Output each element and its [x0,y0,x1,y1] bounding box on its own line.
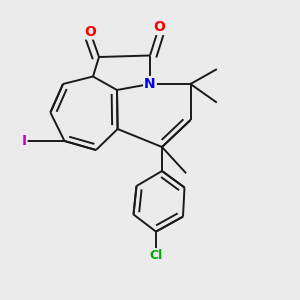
Text: O: O [84,25,96,38]
Text: I: I [21,134,27,148]
Text: O: O [153,20,165,34]
Text: N: N [144,77,156,91]
Text: Cl: Cl [149,249,163,262]
